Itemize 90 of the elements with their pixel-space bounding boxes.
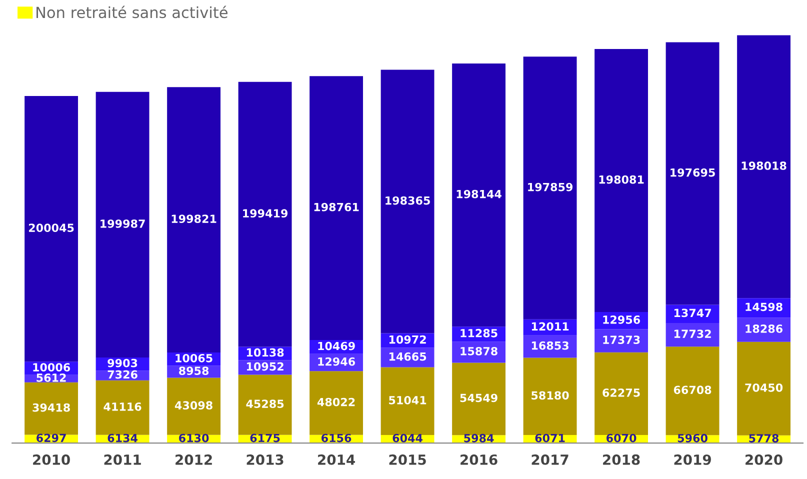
data-label: 5612 <box>36 373 66 382</box>
data-label: 10952 <box>246 362 284 371</box>
bar <box>96 92 150 358</box>
x-tick-label: 2016 <box>460 454 498 465</box>
data-label: 43098 <box>174 401 212 410</box>
data-label: 6044 <box>392 434 422 442</box>
data-label: 58180 <box>532 391 569 400</box>
data-label: 7326 <box>108 370 138 379</box>
data-label: 41116 <box>104 402 142 411</box>
data-label: 6156 <box>322 434 352 442</box>
bar <box>452 362 506 436</box>
bar <box>24 382 78 435</box>
x-tick-label: 2017 <box>532 454 568 465</box>
bar <box>594 352 648 436</box>
data-label: 198081 <box>599 175 644 184</box>
data-label: 6071 <box>535 434 565 442</box>
data-label: 18286 <box>746 324 783 333</box>
data-label: 62275 <box>602 388 640 397</box>
x-tick-label: 2013 <box>246 454 284 465</box>
bar <box>310 371 364 435</box>
data-label: 8958 <box>179 366 209 375</box>
data-label: 6175 <box>250 434 280 442</box>
data-label: 198144 <box>456 190 502 198</box>
data-label: 12011 <box>532 322 569 331</box>
bar <box>167 87 221 352</box>
data-label: 70450 <box>745 383 783 392</box>
bar <box>523 358 577 436</box>
bar <box>594 48 648 312</box>
data-label: 10006 <box>33 363 70 372</box>
legend-label: Non retraité sans activité <box>36 6 228 18</box>
data-label: 198761 <box>314 202 359 212</box>
bar <box>96 380 150 435</box>
data-label: 10065 <box>176 354 212 362</box>
x-tick-label: 2010 <box>33 454 70 465</box>
data-label: 6297 <box>36 434 66 442</box>
bar <box>737 35 790 298</box>
x-tick-label: 2014 <box>318 454 355 465</box>
data-label: 9903 <box>108 358 138 368</box>
x-tick-label: 2011 <box>104 454 141 465</box>
data-label: 45285 <box>246 400 284 408</box>
data-label: 48022 <box>317 398 355 406</box>
x-tick-label: 2019 <box>674 454 711 465</box>
data-label: 12946 <box>318 357 356 366</box>
data-label: 13747 <box>674 308 711 318</box>
data-label: 10972 <box>389 335 426 344</box>
bar <box>380 367 434 436</box>
data-label: 14665 <box>389 352 426 361</box>
bar <box>594 329 648 352</box>
x-tick-label: 2012 <box>176 454 212 465</box>
data-label: 17732 <box>674 330 711 338</box>
data-label: 17373 <box>603 336 640 344</box>
data-label: 197695 <box>670 168 715 177</box>
data-label: 199419 <box>243 209 288 218</box>
data-label: 5984 <box>464 434 494 442</box>
bar <box>666 346 720 436</box>
data-label: 6134 <box>108 434 138 442</box>
x-tick-label: 2018 <box>603 454 640 465</box>
data-label: 12956 <box>603 315 640 324</box>
data-label: 14598 <box>746 302 782 312</box>
data-label: 51041 <box>389 396 426 404</box>
data-label: 11285 <box>460 328 498 338</box>
bar <box>380 70 434 334</box>
data-label: 198018 <box>742 162 786 170</box>
bar <box>737 342 790 436</box>
data-label: 6130 <box>179 434 209 442</box>
bar <box>167 378 221 435</box>
data-label: 6070 <box>606 434 636 442</box>
data-label: 54549 <box>460 394 498 402</box>
data-label: 199821 <box>172 214 216 223</box>
bar <box>452 63 506 327</box>
bar <box>24 96 78 362</box>
bar <box>523 56 577 320</box>
bar <box>666 42 720 305</box>
data-label: 198365 <box>386 196 430 205</box>
data-label: 5960 <box>678 434 708 442</box>
data-label: 39418 <box>32 403 70 412</box>
bar <box>238 374 292 435</box>
bar <box>310 76 364 340</box>
data-label: 5778 <box>749 434 779 442</box>
data-label: 197859 <box>528 182 573 192</box>
data-label: 66708 <box>674 386 712 394</box>
x-tick-label: 2015 <box>389 454 426 465</box>
data-label: 15878 <box>460 346 498 356</box>
data-label: 10138 <box>246 348 284 357</box>
data-label: 10469 <box>318 342 355 350</box>
x-tick-label: 2020 <box>746 454 782 465</box>
data-label: 200045 <box>28 224 74 232</box>
bar <box>238 82 292 347</box>
data-label: 199987 <box>100 219 145 228</box>
data-label: 16853 <box>532 341 568 350</box>
